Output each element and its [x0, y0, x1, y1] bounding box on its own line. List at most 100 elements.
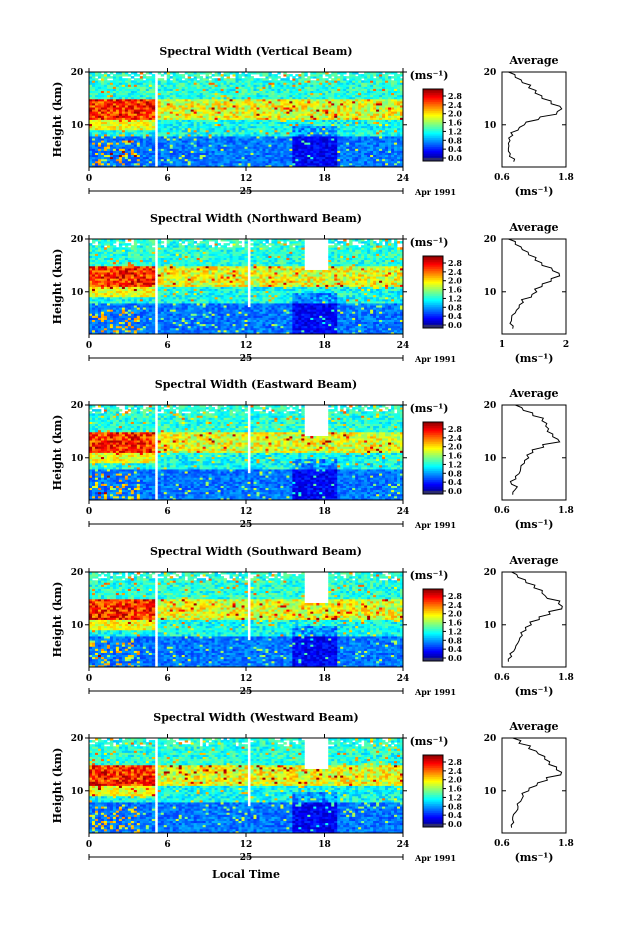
colorbar-tick-label: 0.0	[448, 819, 462, 829]
colorbar-tick-label: 2.0	[448, 609, 462, 619]
colorbar: (ms⁻¹) 2.82.42.01.61.20.80.40.0	[410, 402, 463, 496]
panel-title: Spectral Width (Southward Beam)	[150, 545, 362, 558]
colorbar-tick-label: 1.2	[448, 126, 462, 136]
panel-title: Spectral Width (Northward Beam)	[150, 212, 362, 225]
profile-title: Average	[508, 221, 558, 234]
colorbar-tick-label: 0.8	[448, 135, 462, 145]
profile: Average 10 20 1 2 (ms⁻¹)	[484, 221, 569, 365]
colorbar-tick-label: 0.4	[448, 477, 462, 487]
colorbar-tick-label: 2.0	[448, 276, 462, 286]
colorbar-tick-label: 1.6	[448, 285, 462, 295]
profile-x-label: (ms⁻¹)	[515, 185, 554, 198]
heatmap	[89, 239, 404, 335]
x-tick-label: 0	[86, 507, 92, 517]
x-axis-label: Local Time	[212, 868, 280, 881]
x-tick-label: 6	[164, 507, 170, 517]
x-tick-label: 12	[240, 840, 253, 850]
y-axis-label: Height (km)	[51, 415, 64, 491]
x-tick-label: 24	[397, 507, 410, 517]
y-tick-label: 20	[71, 68, 84, 78]
colorbar-tick-label: 2.8	[448, 591, 462, 601]
colorbar-frame	[422, 88, 444, 162]
profile-x-tick-label: 1	[499, 340, 505, 350]
x-tick-label: 0	[86, 840, 92, 850]
panel-title: Spectral Width (Eastward Beam)	[155, 378, 357, 391]
colorbar-tick-label: 2.4	[448, 100, 462, 110]
x-tick-label: 18	[318, 840, 331, 850]
date-label: Apr 1991	[414, 187, 456, 197]
colorbar-tick-label: 2.8	[448, 424, 462, 434]
profile-frame	[501, 737, 567, 834]
panel-1: Spectral Width (Northward Beam)1020Heigh…	[51, 212, 569, 365]
profile: Average 10 20 0.6 1.8 (ms⁻¹)	[484, 387, 574, 531]
profile: Average 10 20 0.6 1.8 (ms⁻¹)	[484, 720, 574, 864]
day-label: 25	[240, 354, 253, 364]
profile-title: Average	[508, 387, 558, 400]
profile-y-tick-label: 10	[484, 288, 497, 298]
x-tick-label: 6	[164, 840, 170, 850]
profile-line	[507, 571, 563, 662]
colorbar-tick-label: 0.8	[448, 635, 462, 645]
day-label: 25	[240, 687, 253, 697]
colorbar-tick-label: 2.8	[448, 91, 462, 101]
colorbar-tick-label: 2.8	[448, 258, 462, 268]
profile-frame	[501, 404, 567, 501]
profile-line	[509, 404, 561, 495]
panel-4: Spectral Width (Westward Beam) 10 20 Height…	[51, 711, 574, 864]
colorbar-tick-label: 2.4	[448, 267, 462, 277]
colorbar-tick-label: 0.4	[448, 144, 462, 154]
heatmap	[89, 572, 404, 668]
colorbar-tick-label: 1.6	[448, 784, 462, 794]
profile: Average 10 20 0.6 1.8 (ms⁻¹)	[484, 554, 574, 698]
colorbar-tick-label: 2.8	[448, 757, 462, 767]
colorbar-label: (ms⁻¹)	[410, 569, 449, 582]
profile-x-label: (ms⁻¹)	[515, 685, 554, 698]
profile-line	[507, 71, 563, 162]
colorbar-tick-label: 1.6	[448, 451, 462, 461]
profile-title: Average	[508, 554, 558, 567]
colorbar: (ms⁻¹) 2.82.42.01.61.20.80.40.0	[410, 569, 463, 663]
y-axis-label: Height (km)	[51, 582, 64, 658]
day-label: 25	[240, 187, 253, 197]
date-label: Apr 1991	[414, 520, 456, 530]
date-label: Apr 1991	[414, 687, 456, 697]
colorbar-label: (ms⁻¹)	[410, 402, 449, 415]
x-tick-label: 12	[240, 341, 253, 351]
profile-title: Average	[508, 720, 558, 733]
colorbar-tick-label: 0.8	[448, 801, 462, 811]
profile-y-tick-label: 10	[484, 454, 497, 464]
colorbar-tick-label: 0.0	[448, 486, 462, 496]
profile-x-tick-label: 1.8	[558, 673, 574, 683]
y-axis-label: Height (km)	[51, 249, 64, 325]
x-tick-label: 12	[240, 507, 253, 517]
y-tick-label: 10	[71, 787, 84, 797]
profile-x-tick-label: 0.6	[494, 173, 510, 183]
x-tick-label: 6	[164, 174, 170, 184]
profile: Average 10 20 0.6 1.8 (ms⁻¹)	[484, 54, 574, 198]
panel-title: Spectral Width (Vertical Beam)	[159, 45, 352, 58]
x-tick-label: 0	[86, 174, 92, 184]
colorbar-frame	[422, 588, 444, 662]
colorbar-tick-label: 1.2	[448, 459, 462, 469]
profile-frame	[501, 71, 567, 168]
x-tick-label: 24	[397, 840, 410, 850]
colorbar-tick-label: 0.4	[448, 810, 462, 820]
profile-line	[508, 238, 561, 329]
x-tick-label: 0	[86, 341, 92, 351]
date-label: Apr 1991	[414, 354, 456, 364]
colorbar-label: (ms⁻¹)	[410, 236, 449, 249]
x-tick-label: 18	[318, 341, 331, 351]
day-label: 25	[240, 853, 253, 863]
x-tick-label: 18	[318, 674, 331, 684]
x-tick-label: 24	[397, 341, 410, 351]
x-tick-label: 24	[397, 174, 410, 184]
panel-2: Spectral Width (Eastward Beam) 10 20 Height…	[51, 378, 574, 531]
profile-y-tick-label: 20	[484, 401, 497, 411]
profile-x-label: (ms⁻¹)	[515, 518, 554, 531]
colorbar-tick-label: 2.4	[448, 766, 462, 776]
colorbar-tick-label: 2.0	[448, 775, 462, 785]
colorbar-frame	[422, 421, 444, 495]
profile-x-label: (ms⁻¹)	[515, 851, 554, 864]
colorbar-tick-label: 0.4	[448, 311, 462, 321]
